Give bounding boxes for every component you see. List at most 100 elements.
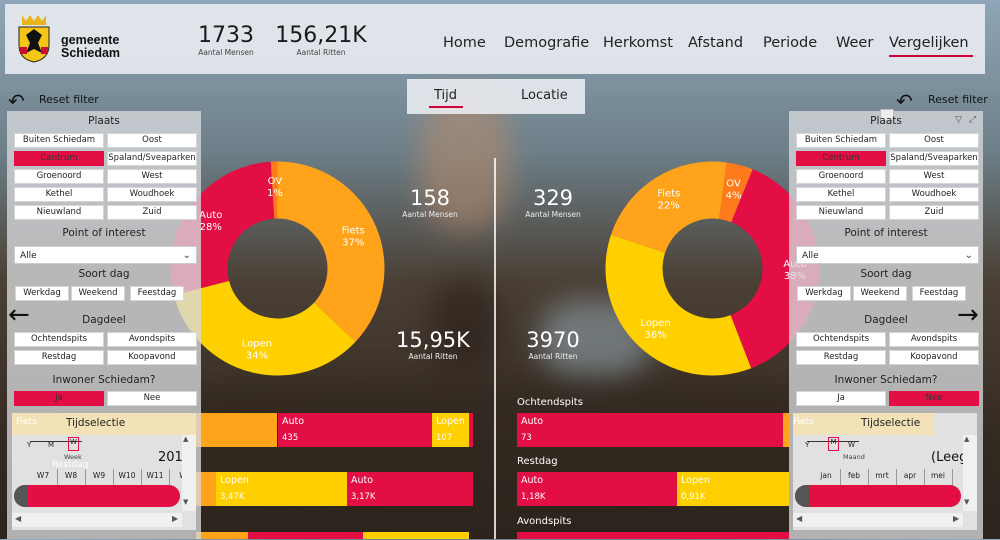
granularity-w[interactable]: W bbox=[68, 437, 79, 451]
right-bar-restdag-auto[interactable]: Auto 1,18K bbox=[517, 472, 677, 506]
scroll-left-icon[interactable]: ◀ bbox=[796, 514, 803, 523]
right-plaats-option[interactable]: Groenoord bbox=[796, 169, 886, 184]
left-soort-dag-option[interactable]: Werkdag bbox=[15, 286, 69, 301]
left-bar-restdag-lopen[interactable]: Lopen 3,47K bbox=[216, 472, 347, 506]
donut-slice-lopen[interactable] bbox=[173, 280, 356, 376]
scroll-up-icon[interactable]: ▲ bbox=[183, 435, 189, 443]
granularity-m[interactable]: M bbox=[48, 441, 55, 449]
timeline-period[interactable]: W9 bbox=[92, 471, 106, 480]
scroll-down-icon[interactable]: ▼ bbox=[964, 498, 970, 506]
timeline-period[interactable]: W11 bbox=[146, 471, 164, 480]
timeline-period[interactable]: apr bbox=[903, 471, 917, 480]
right-plaats-option[interactable]: Woudhoek bbox=[889, 187, 979, 202]
granularity-y[interactable]: Y bbox=[805, 441, 810, 449]
granularity-y[interactable]: Y bbox=[27, 441, 32, 449]
right-plaats-option[interactable]: West bbox=[889, 169, 979, 184]
nav-periode[interactable]: Periode bbox=[763, 35, 818, 51]
timeline-period[interactable]: mei bbox=[930, 471, 945, 480]
left-bar-ochtendspits-ov[interactable] bbox=[469, 413, 473, 447]
left-bar-ochtendspits-fiets[interactable] bbox=[196, 413, 277, 447]
left-plaats-option[interactable]: Woudhoek bbox=[107, 187, 197, 202]
timeline-period[interactable]: W10 bbox=[118, 471, 136, 480]
right-plaats-option[interactable]: Buiten Schiedam bbox=[796, 133, 886, 148]
filter-icon[interactable]: ▽ bbox=[955, 115, 962, 125]
left-dagdeel-option[interactable]: Koopavond bbox=[107, 350, 197, 365]
right-soort-dag-option[interactable]: Feestdag bbox=[912, 286, 966, 301]
right-dagdeel-option[interactable]: Restdag bbox=[796, 350, 886, 365]
left-plaats-option[interactable]: West bbox=[107, 169, 197, 184]
left-plaats-option[interactable]: Nieuwland bbox=[14, 205, 104, 220]
granularity-slider[interactable] bbox=[30, 441, 82, 442]
scroll-right-icon[interactable]: ▶ bbox=[953, 514, 960, 523]
timeline-scrollbar-h[interactable] bbox=[12, 513, 182, 527]
nav-vergelijken[interactable]: Vergelijken bbox=[889, 35, 969, 51]
left-bar-ochtendspits-auto[interactable]: Auto 435 bbox=[278, 413, 432, 447]
left-bar-ochtendspits-lopen[interactable]: Lopen 107 bbox=[432, 413, 469, 447]
nav-weer[interactable]: Weer bbox=[836, 35, 874, 51]
donut-slice-fiets[interactable] bbox=[610, 161, 727, 253]
right-plaats-option[interactable]: Centrum bbox=[796, 151, 886, 166]
nav-demografie[interactable]: Demografie bbox=[504, 35, 590, 51]
timeline-period[interactable]: W8 bbox=[64, 471, 78, 480]
reset-filter-right[interactable]: ↶ bbox=[896, 89, 913, 113]
granularity-w[interactable]: W bbox=[848, 441, 855, 449]
right-plaats-option[interactable]: Nieuwland bbox=[796, 205, 886, 220]
left-bar-restdag-fiets[interactable] bbox=[196, 472, 216, 506]
left-inwoner-option[interactable]: Nee bbox=[107, 391, 197, 406]
granularity-slider[interactable] bbox=[807, 441, 859, 442]
left-dagdeel-option[interactable]: Restdag bbox=[14, 350, 104, 365]
scroll-right-icon[interactable]: ▶ bbox=[172, 514, 179, 523]
left-dagdeel-option[interactable]: Ochtendspits bbox=[14, 332, 104, 347]
left-poi-dropdown[interactable]: Alle ⌄ bbox=[14, 246, 197, 264]
donut-slice-fiets[interactable] bbox=[277, 161, 385, 342]
timeline-scrollbar-v[interactable] bbox=[963, 435, 977, 511]
scroll-up-icon[interactable]: ▲ bbox=[964, 435, 970, 443]
right-bar-restdag-lopen[interactable]: Lopen 0,91K bbox=[677, 472, 789, 506]
right-bar-avondspits-auto[interactable] bbox=[517, 532, 789, 539]
right-inwoner-option[interactable]: Nee bbox=[889, 391, 979, 406]
right-poi-dropdown[interactable]: Alle ⌄ bbox=[796, 246, 979, 264]
granularity-m[interactable]: M bbox=[828, 437, 839, 451]
timeline-selected-range[interactable] bbox=[14, 485, 180, 507]
left-plaats-option[interactable]: Kethel bbox=[14, 187, 104, 202]
left-bar-avondspits-lopen[interactable] bbox=[363, 532, 469, 539]
donut-slice-ov[interactable] bbox=[719, 162, 753, 223]
right-dagdeel-option[interactable]: Koopavond bbox=[889, 350, 979, 365]
left-inwoner-option[interactable]: Ja bbox=[14, 391, 104, 406]
reset-filter-left-label[interactable]: Reset filter bbox=[39, 93, 99, 106]
timeline-range-handle[interactable] bbox=[795, 485, 809, 507]
arrow-left-icon[interactable]: ← bbox=[8, 300, 30, 330]
right-plaats-option[interactable]: Zuid bbox=[889, 205, 979, 220]
right-dagdeel-option[interactable]: Avondspits bbox=[889, 332, 979, 347]
donut-slice-ov[interactable] bbox=[270, 161, 278, 219]
arrow-right-icon[interactable]: → bbox=[957, 300, 979, 330]
left-plaats-option[interactable]: Oost bbox=[107, 133, 197, 148]
right-plaats-option[interactable]: Kethel bbox=[796, 187, 886, 202]
tab-locatie[interactable]: Locatie bbox=[521, 88, 568, 103]
right-soort-dag-option[interactable]: Weekend bbox=[853, 286, 907, 301]
left-soort-dag-option[interactable]: Feestdag bbox=[130, 286, 184, 301]
tab-tijd[interactable]: Tijd bbox=[434, 88, 458, 103]
left-soort-dag-option[interactable]: Weekend bbox=[71, 286, 125, 301]
left-bar-avondspits-auto[interactable] bbox=[248, 532, 363, 539]
timeline-range-handle[interactable] bbox=[14, 485, 28, 507]
right-plaats-option[interactable]: Oost bbox=[889, 133, 979, 148]
right-bar-ochtendspits-fiets[interactable] bbox=[783, 413, 789, 447]
timeline-period[interactable]: W7 bbox=[36, 471, 50, 480]
expand-icon[interactable]: ⤢ bbox=[969, 115, 977, 125]
left-bar-avondspits-fiets[interactable] bbox=[196, 532, 248, 539]
right-soort-dag-option[interactable]: Werkdag bbox=[797, 286, 851, 301]
nav-afstand[interactable]: Afstand bbox=[688, 35, 744, 51]
timeline-period[interactable]: feb bbox=[847, 471, 860, 480]
left-bar-restdag-ov[interactable] bbox=[469, 472, 473, 506]
nav-home[interactable]: Home bbox=[443, 35, 486, 51]
donut-slice-lopen[interactable] bbox=[605, 234, 752, 376]
timeline-period[interactable]: mrt bbox=[875, 471, 889, 480]
scroll-left-icon[interactable]: ◀ bbox=[15, 514, 22, 523]
right-dagdeel-option[interactable]: Ochtendspits bbox=[796, 332, 886, 347]
left-plaats-option[interactable]: Spaland/Sveaparken bbox=[107, 151, 197, 166]
left-bar-restdag-auto[interactable]: Auto 3,17K bbox=[347, 472, 469, 506]
nav-herkomst[interactable]: Herkomst bbox=[603, 35, 673, 51]
timeline-period[interactable]: jan bbox=[820, 471, 832, 480]
left-plaats-option[interactable]: Buiten Schiedam bbox=[14, 133, 104, 148]
